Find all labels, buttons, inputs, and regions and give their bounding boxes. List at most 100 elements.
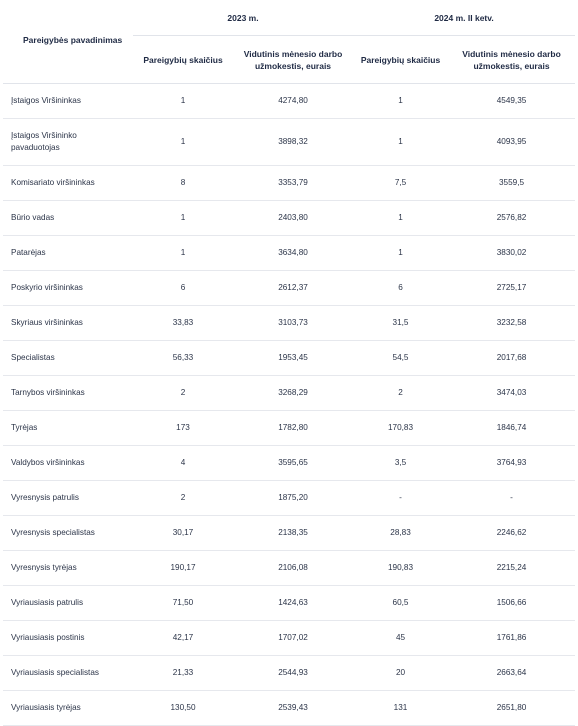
count-2023-cell: 4 — [133, 445, 233, 481]
table-row: Vyriausiasis tyrėjas 130,50 2539,43 131 … — [3, 690, 576, 726]
count-2024-cell: - — [353, 480, 449, 516]
salary-2023-cell: 2539,43 — [233, 690, 354, 726]
count-2023-cell: 2 — [133, 480, 233, 516]
count-2023-cell: 8 — [133, 165, 233, 201]
count-2023-cell: 1 — [133, 200, 233, 236]
table-row: Vyriausiasis patrulis 71,50 1424,63 60,5… — [3, 585, 576, 621]
count-2023-cell: 190,17 — [133, 550, 233, 586]
column-header-position: Pareigybės pavadinimas — [3, 0, 133, 84]
salary-2024-cell: - — [448, 480, 576, 516]
position-name-cell: Poskyrio viršininkas — [3, 270, 133, 306]
table-row: Specialistas 56,33 1953,45 54,5 2017,68 — [3, 340, 576, 376]
count-2024-cell: 6 — [353, 270, 449, 306]
table-row: Būrio vadas 1 2403,80 1 2576,82 — [3, 200, 576, 236]
count-2023-cell: 1 — [133, 118, 233, 166]
position-name-cell: Vyresnysis tyrėjas — [3, 550, 133, 586]
salary-2024-cell: 2017,68 — [448, 340, 576, 376]
salary-2023-cell: 2403,80 — [233, 200, 354, 236]
salary-2024-cell: 2576,82 — [448, 200, 576, 236]
salary-2024-cell: 3559,5 — [448, 165, 576, 201]
count-2024-cell: 45 — [353, 620, 449, 656]
salary-2023-cell: 1875,20 — [233, 480, 354, 516]
salary-2023-cell: 1707,02 — [233, 620, 354, 656]
count-2024-cell: 28,83 — [353, 515, 449, 551]
table-body: Įstaigos Viršininkas 1 4274,80 1 4549,35… — [3, 83, 576, 726]
position-name-cell: Vyresnysis specialistas — [3, 515, 133, 551]
table-row: Patarėjas 1 3634,80 1 3830,02 — [3, 235, 576, 271]
position-name-cell: Įstaigos Viršininko pavaduotojas — [3, 118, 133, 166]
count-2024-cell: 3,5 — [353, 445, 449, 481]
table-row: Vyriausiasis specialistas 21,33 2544,93 … — [3, 655, 576, 691]
column-header-count-2023: Pareigybių skaičius — [133, 35, 233, 84]
count-2023-cell: 173 — [133, 410, 233, 446]
salary-2024-cell: 2663,64 — [448, 655, 576, 691]
salary-2023-cell: 3595,65 — [233, 445, 354, 481]
table-row: Tyrėjas 173 1782,80 170,83 1846,74 — [3, 410, 576, 446]
salary-2023-cell: 1782,80 — [233, 410, 354, 446]
table-row: Vyresnysis specialistas 30,17 2138,35 28… — [3, 515, 576, 551]
position-name-cell: Komisariato viršininkas — [3, 165, 133, 201]
column-header-salary-2023: Vidutinis mėnesio darbo užmokestis, eura… — [233, 35, 354, 84]
count-2024-cell: 1 — [353, 235, 449, 271]
position-name-cell: Vyriausiasis tyrėjas — [3, 690, 133, 726]
count-2023-cell: 42,17 — [133, 620, 233, 656]
salary-2023-cell: 3634,80 — [233, 235, 354, 271]
table-row: Vyresnysis patrulis 2 1875,20 - - — [3, 480, 576, 516]
salary-2024-cell: 3232,58 — [448, 305, 576, 341]
table-row: Skyriaus viršininkas 33,83 3103,73 31,5 … — [3, 305, 576, 341]
salary-2024-cell: 2215,24 — [448, 550, 576, 586]
salary-2023-cell: 3353,79 — [233, 165, 354, 201]
salary-2024-cell: 3764,93 — [448, 445, 576, 481]
table-header: Pareigybės pavadinimas 2023 m. 2024 m. I… — [3, 0, 576, 84]
count-2023-cell: 6 — [133, 270, 233, 306]
count-2024-cell: 131 — [353, 690, 449, 726]
table-row: Tarnybos viršininkas 2 3268,29 2 3474,03 — [3, 375, 576, 411]
position-name-cell: Vyresnysis patrulis — [3, 480, 133, 516]
table-row: Valdybos viršininkas 4 3595,65 3,5 3764,… — [3, 445, 576, 481]
table-row: Poskyrio viršininkas 6 2612,37 6 2725,17 — [3, 270, 576, 306]
position-name-cell: Skyriaus viršininkas — [3, 305, 133, 341]
salary-2023-cell: 3898,32 — [233, 118, 354, 166]
salary-2023-cell: 2138,35 — [233, 515, 354, 551]
salary-2023-cell: 2106,08 — [233, 550, 354, 586]
position-name-cell: Vyriausiasis specialistas — [3, 655, 133, 691]
count-2023-cell: 33,83 — [133, 305, 233, 341]
position-name-cell: Būrio vadas — [3, 200, 133, 236]
column-header-salary-2024: Vidutinis mėnesio darbo užmokestis, eura… — [448, 35, 576, 84]
salary-2024-cell: 1761,86 — [448, 620, 576, 656]
count-2024-cell: 170,83 — [353, 410, 449, 446]
salary-2023-cell: 3103,73 — [233, 305, 354, 341]
column-group-2023: 2023 m. — [133, 0, 354, 36]
count-2024-cell: 60,5 — [353, 585, 449, 621]
salary-2024-cell: 2725,17 — [448, 270, 576, 306]
count-2024-cell: 1 — [353, 83, 449, 119]
count-2023-cell: 2 — [133, 375, 233, 411]
position-name-cell: Tarnybos viršininkas — [3, 375, 133, 411]
position-name-cell: Vyriausiasis patrulis — [3, 585, 133, 621]
position-name-cell: Specialistas — [3, 340, 133, 376]
count-2023-cell: 56,33 — [133, 340, 233, 376]
salary-2024-cell: 2651,80 — [448, 690, 576, 726]
count-2024-cell: 2 — [353, 375, 449, 411]
position-name-cell: Valdybos viršininkas — [3, 445, 133, 481]
salary-2023-cell: 1424,63 — [233, 585, 354, 621]
count-2023-cell: 1 — [133, 83, 233, 119]
salary-2024-cell: 3474,03 — [448, 375, 576, 411]
position-name-cell: Tyrėjas — [3, 410, 133, 446]
salary-2024-cell: 4549,35 — [448, 83, 576, 119]
count-2023-cell: 21,33 — [133, 655, 233, 691]
salary-2023-cell: 2544,93 — [233, 655, 354, 691]
salary-2024-cell: 1846,74 — [448, 410, 576, 446]
table-row: Įstaigos Viršininko pavaduotojas 1 3898,… — [3, 118, 576, 166]
salary-2023-cell: 2612,37 — [233, 270, 354, 306]
position-name-cell: Įstaigos Viršininkas — [3, 83, 133, 119]
table-row: Vyriausiasis postinis 42,17 1707,02 45 1… — [3, 620, 576, 656]
position-name-cell: Vyriausiasis postinis — [3, 620, 133, 656]
salary-2024-cell: 2246,62 — [448, 515, 576, 551]
count-2024-cell: 54,5 — [353, 340, 449, 376]
count-2024-cell: 1 — [353, 118, 449, 166]
count-2024-cell: 20 — [353, 655, 449, 691]
column-group-2024: 2024 m. II ketv. — [353, 0, 576, 36]
salary-2024-cell: 3830,02 — [448, 235, 576, 271]
count-2024-cell: 1 — [353, 200, 449, 236]
